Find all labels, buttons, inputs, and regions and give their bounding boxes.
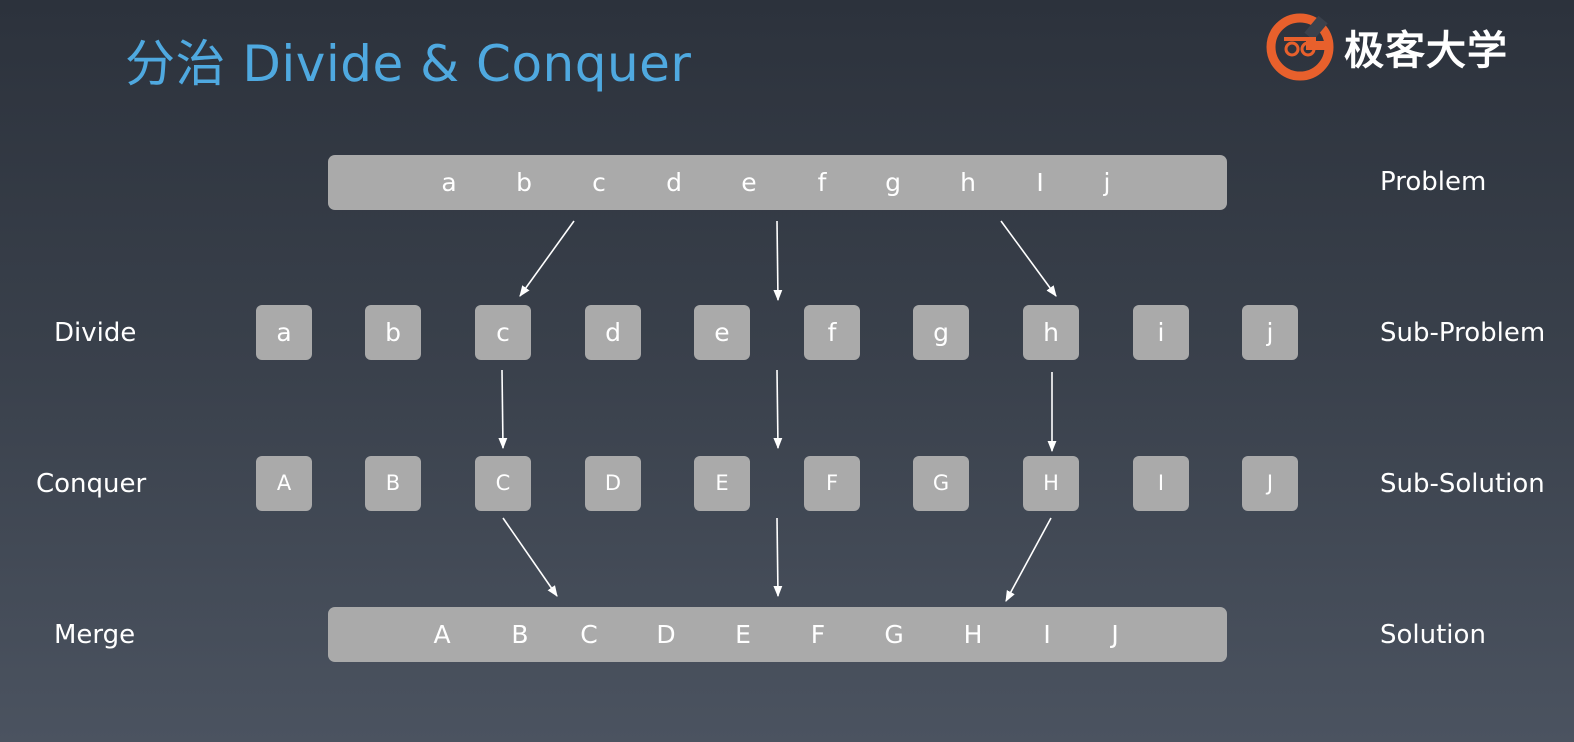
conquer-arrow-left [502, 370, 503, 448]
divide-arrow-left [520, 221, 574, 296]
divide-arrow-right [1001, 221, 1056, 296]
merge-arrow-center [777, 518, 778, 596]
merge-arrow-left [503, 518, 557, 596]
merge-arrow-right [1006, 518, 1051, 601]
divide-arrow-center [777, 221, 778, 300]
conquer-arrow-center [777, 370, 778, 448]
